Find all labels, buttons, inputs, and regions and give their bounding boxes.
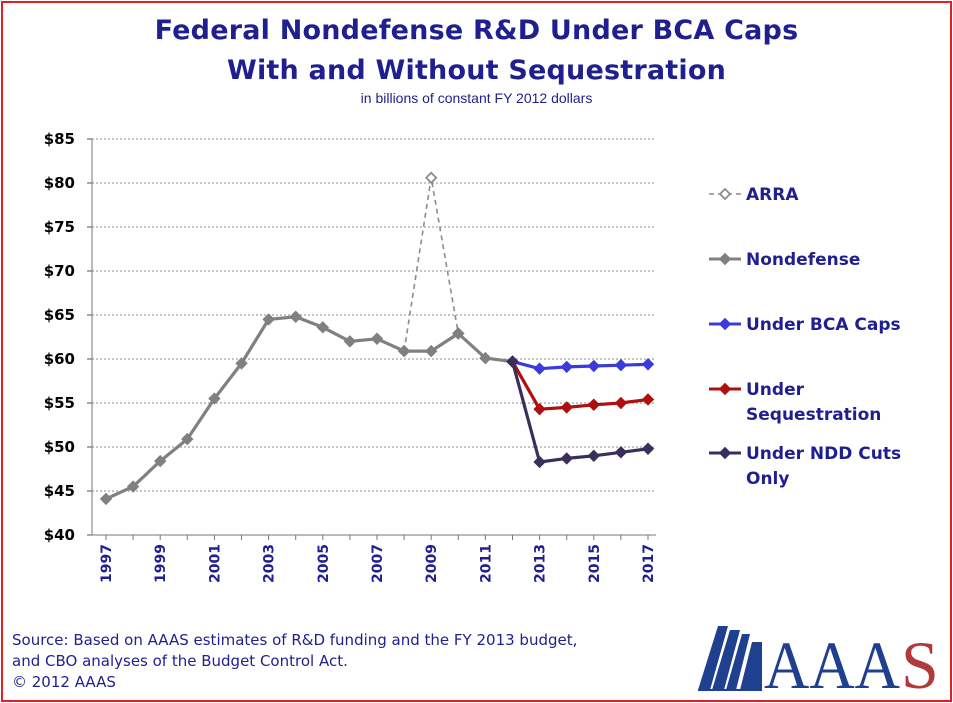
data-point	[587, 359, 601, 373]
source-note: Source: Based on AAAS estimates of R&D f…	[12, 630, 662, 693]
aaas-logo: AAA S	[696, 624, 939, 694]
data-point	[587, 449, 601, 463]
legend-label: Under BCA Caps	[746, 315, 901, 335]
y-tick-label: $65	[44, 306, 75, 324]
data-point	[614, 358, 628, 372]
y-tick-label: $40	[44, 526, 75, 544]
data-point	[506, 355, 519, 368]
data-point	[126, 480, 140, 493]
data-point	[397, 344, 411, 358]
x-tick-label: 2011	[478, 544, 494, 583]
data-point	[560, 452, 573, 465]
aaas-logo-text: AAA	[764, 627, 900, 694]
x-tick-label: 2017	[641, 544, 657, 583]
line-chart: $40 $45 $50 $55 $60 $65 $70 $75 $80 $85 1997 1999 2…	[44, 130, 901, 583]
series-line-under-bca-caps	[512, 360, 649, 371]
legend-item-arra: ARRA	[709, 185, 799, 205]
aaas-logo-letter-s: S	[901, 627, 939, 694]
y-tick-label: $80	[44, 174, 75, 192]
data-point	[560, 360, 573, 374]
data-point	[560, 401, 573, 414]
data-point	[641, 442, 655, 455]
data-point	[533, 402, 546, 416]
chart-title-line-1: Federal Nondefense R&D Under BCA Caps	[154, 15, 799, 46]
data-point	[533, 362, 546, 375]
x-tick-label: 1999	[153, 544, 169, 583]
copyright-line: © 2012 AAAS	[12, 673, 116, 691]
data-point	[316, 321, 330, 334]
data-point	[181, 432, 194, 446]
legend-label: Only	[746, 469, 789, 489]
gridlines	[92, 138, 656, 492]
legend-swatch-marker	[718, 382, 732, 396]
legend-swatch-marker	[718, 446, 732, 460]
legend-label: Nondefense	[746, 250, 860, 270]
legend-swatch-marker	[718, 252, 732, 266]
axes	[87, 138, 656, 540]
data-point	[153, 454, 167, 468]
chart-title-line-2: With and Without Sequestration	[226, 55, 727, 86]
x-tick-label: 2003	[262, 544, 278, 583]
x-tick-label: 2007	[370, 544, 386, 583]
data-point	[235, 357, 248, 370]
legend: ARRA Nondefense Under BCA Caps Under Sequest…	[709, 185, 901, 489]
y-tick-label: $75	[44, 218, 75, 236]
legend-swatch-marker	[718, 187, 732, 201]
y-tick-label: $55	[44, 394, 75, 412]
x-tick-label: 2015	[587, 544, 603, 583]
series-line-nondefense	[105, 315, 513, 501]
data-point	[208, 392, 221, 405]
data-point	[370, 332, 384, 345]
data-point	[641, 393, 655, 406]
source-line-2: and CBO analyses of the Budget Control A…	[12, 652, 348, 670]
data-point	[614, 446, 628, 459]
data-point	[262, 313, 275, 326]
data-point	[479, 351, 492, 365]
data-point	[289, 310, 302, 323]
data-point	[343, 335, 357, 348]
legend-item-nondefense: Nondefense	[709, 250, 860, 270]
data-point	[452, 327, 465, 340]
data-point	[99, 492, 113, 506]
series-nondefense	[99, 310, 519, 506]
legend-label: Under NDD Cuts	[746, 444, 901, 464]
y-tick-label: $45	[44, 482, 75, 500]
legend-item-under-sequestration: Under Sequestration	[709, 380, 881, 425]
series-under-ndd-cuts-only	[506, 355, 655, 469]
y-tick-label: $70	[44, 262, 75, 280]
source-line-1: Source: Based on AAAS estimates of R&D f…	[12, 631, 578, 649]
x-tick-label: 2009	[424, 544, 440, 583]
x-tick-label: 2005	[316, 544, 332, 583]
chart-subtitle: in billions of constant FY 2012 dollars	[360, 90, 593, 106]
data-point	[641, 358, 655, 371]
data-point	[533, 455, 546, 469]
data-point	[424, 171, 438, 184]
series-line-under-sequestration	[511, 360, 649, 411]
series-layer	[99, 171, 655, 506]
legend-label: Sequestration	[746, 405, 881, 425]
series-line-arra	[403, 176, 460, 352]
y-tick-label: $60	[44, 350, 75, 368]
y-axis-ticks: $40 $45 $50 $55 $60 $65 $70 $75 $80 $85	[44, 130, 75, 544]
aaas-emblem-icon	[696, 624, 762, 691]
x-tick-label: 2013	[533, 544, 549, 583]
data-point	[614, 396, 628, 410]
legend-item-under-ndd-cuts-only: Under NDD Cuts Only	[709, 444, 901, 489]
x-axis-ticks: 1997 1999 2001 2003 2005 2007 2009 2011 2013 2015…	[99, 544, 657, 583]
legend-label: Under	[746, 380, 805, 400]
x-tick-label: 1997	[99, 544, 115, 583]
x-tick-label: 2001	[207, 544, 223, 583]
y-tick-label: $50	[44, 438, 75, 456]
y-tick-label: $85	[44, 130, 75, 148]
legend-swatch-marker	[718, 317, 732, 331]
series-arra	[397, 171, 465, 358]
data-point	[587, 398, 601, 411]
data-point	[424, 344, 438, 358]
legend-label: ARRA	[746, 185, 799, 205]
legend-item-under-bca-caps: Under BCA Caps	[709, 315, 901, 335]
